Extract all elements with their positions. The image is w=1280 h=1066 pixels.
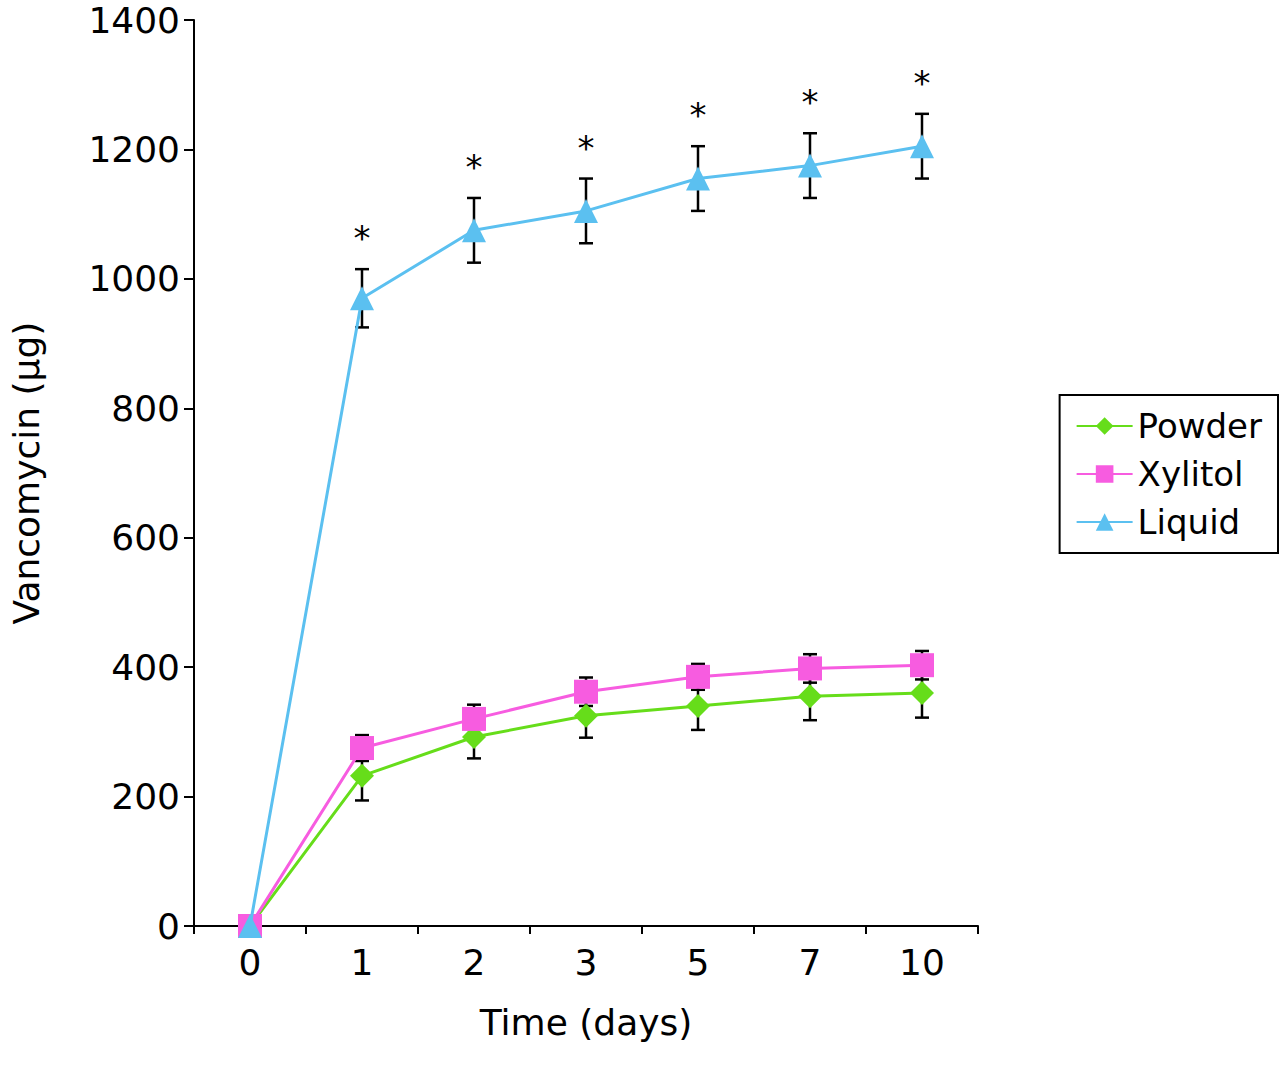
svg-text:*: * [802,82,819,122]
svg-text:*: * [354,218,371,258]
svg-text:1400: 1400 [88,0,180,41]
svg-text:*: * [690,95,707,135]
svg-text:*: * [578,128,595,168]
svg-text:3: 3 [575,942,598,983]
svg-text:1200: 1200 [88,129,180,170]
svg-text:Powder: Powder [1138,406,1262,446]
svg-text:Liquid: Liquid [1138,502,1241,542]
svg-text:*: * [466,147,483,187]
svg-text:*: * [914,63,931,103]
svg-text:2: 2 [463,942,486,983]
svg-text:200: 200 [111,776,180,817]
svg-text:800: 800 [111,388,180,429]
svg-text:5: 5 [687,942,710,983]
svg-text:1: 1 [351,942,374,983]
svg-text:Time (days): Time (days) [479,1002,693,1043]
svg-text:400: 400 [111,647,180,688]
svg-text:0: 0 [157,906,180,947]
svg-text:7: 7 [799,942,822,983]
svg-text:Vancomycin (µg): Vancomycin (µg) [6,322,47,625]
svg-text:0: 0 [239,942,262,983]
svg-text:600: 600 [111,517,180,558]
svg-text:10: 10 [899,942,945,983]
svg-text:Xylitol: Xylitol [1138,454,1244,494]
svg-text:1000: 1000 [88,258,180,299]
